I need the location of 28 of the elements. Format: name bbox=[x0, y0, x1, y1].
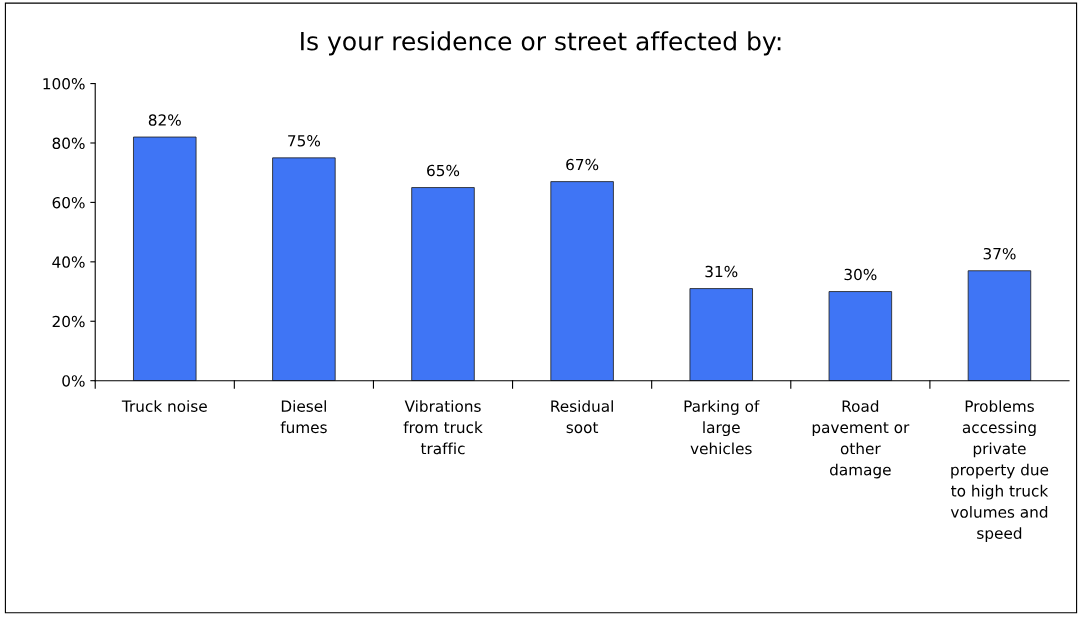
y-tick-label: 100% bbox=[43, 78, 85, 90]
x-tick-label: Road pavement or other damage bbox=[812, 400, 910, 479]
data-label: 31% bbox=[705, 265, 738, 278]
bar bbox=[828, 291, 893, 381]
bar bbox=[550, 181, 614, 381]
x-tick-label: Parking of large vehicles bbox=[684, 400, 760, 455]
bar bbox=[411, 187, 475, 381]
bar bbox=[689, 288, 753, 381]
x-tick-label: Vibrations from truck traffic bbox=[403, 400, 483, 455]
x-tick-label: Problems accessing private property due to high truck volumes and speed bbox=[950, 400, 1049, 542]
y-tick-label: 0% bbox=[62, 375, 85, 387]
bar bbox=[133, 136, 197, 381]
y-tick-label: 80% bbox=[52, 137, 85, 150]
y-tick-label: 60% bbox=[52, 196, 85, 209]
y-tick-label: 40% bbox=[52, 256, 85, 268]
data-label: 37% bbox=[983, 247, 1016, 260]
bar bbox=[272, 157, 336, 381]
data-label: 30% bbox=[844, 268, 877, 281]
data-label: 67% bbox=[566, 158, 599, 171]
bar bbox=[967, 270, 1032, 381]
x-tick-label: Residual soot bbox=[551, 400, 613, 434]
chart-title: Is your residence or street affected by: bbox=[301, 31, 781, 56]
data-label: 65% bbox=[427, 164, 460, 177]
y-tick-label: 20% bbox=[52, 315, 85, 328]
data-label: 82% bbox=[148, 114, 181, 126]
x-tick-label: Diesel fumes bbox=[280, 400, 327, 434]
x-tick-label: Truck noise bbox=[121, 400, 207, 412]
data-label: 75% bbox=[288, 135, 321, 147]
